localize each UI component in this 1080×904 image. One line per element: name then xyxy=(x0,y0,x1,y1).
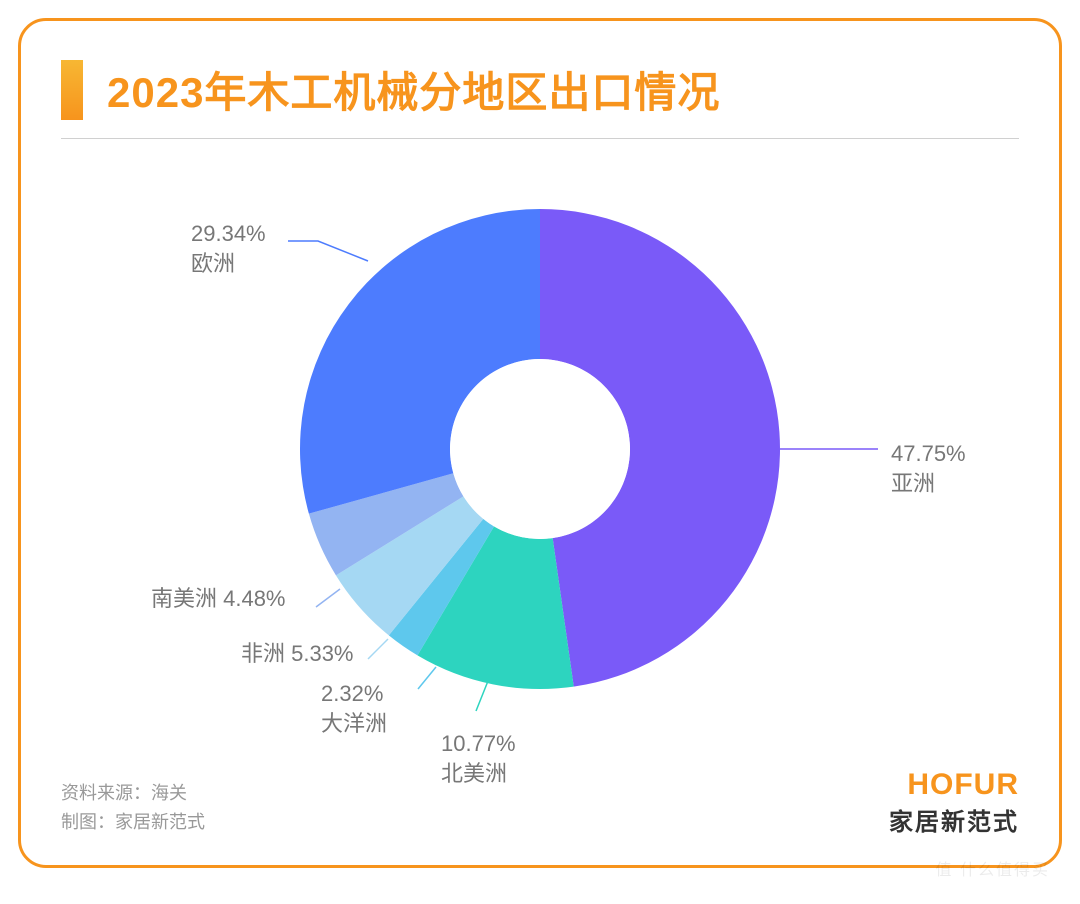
slice-label-亚洲: 47.75%亚洲 xyxy=(891,439,966,498)
slice-label-非洲: 非洲 5.33% xyxy=(241,639,354,669)
footer-credits: 资料来源：海关 制图：家居新范式 xyxy=(61,779,205,837)
leader-line xyxy=(476,681,488,711)
slice-label-大洋洲: 2.32%大洋洲 xyxy=(321,679,387,738)
leader-line xyxy=(288,241,368,261)
card-frame: 2023年木工机械分地区出口情况 47.75%亚洲 10.77%北美洲 2.32%大… xyxy=(18,18,1062,868)
leader-line xyxy=(316,589,340,607)
source-value: 海关 xyxy=(151,783,187,803)
leader-line xyxy=(418,667,436,689)
slice-label-北美洲: 10.77%北美洲 xyxy=(441,729,516,788)
donut-hole xyxy=(450,359,630,539)
leader-line xyxy=(368,639,388,659)
header: 2023年木工机械分地区出口情况 xyxy=(21,21,1059,138)
slice-label-南美洲: 南美洲 4.48% xyxy=(151,584,286,614)
chart-title: 2023年木工机械分地区出口情况 xyxy=(107,59,720,120)
brand-logo: HOFUR xyxy=(889,768,1019,802)
maker-label: 制图： xyxy=(61,812,115,832)
donut-chart: 47.75%亚洲10.77%北美洲2.32%大洋洲非洲 5.33%南美洲 4.4… xyxy=(21,139,1059,759)
accent-bar-icon xyxy=(61,60,83,120)
source-label: 资料来源： xyxy=(61,783,151,803)
brand-subtitle: 家居新范式 xyxy=(889,802,1019,837)
maker-value: 家居新范式 xyxy=(115,812,205,832)
slice-label-欧洲: 29.34%欧洲 xyxy=(191,219,266,278)
brand-block: HOFUR 家居新范式 xyxy=(889,768,1019,837)
